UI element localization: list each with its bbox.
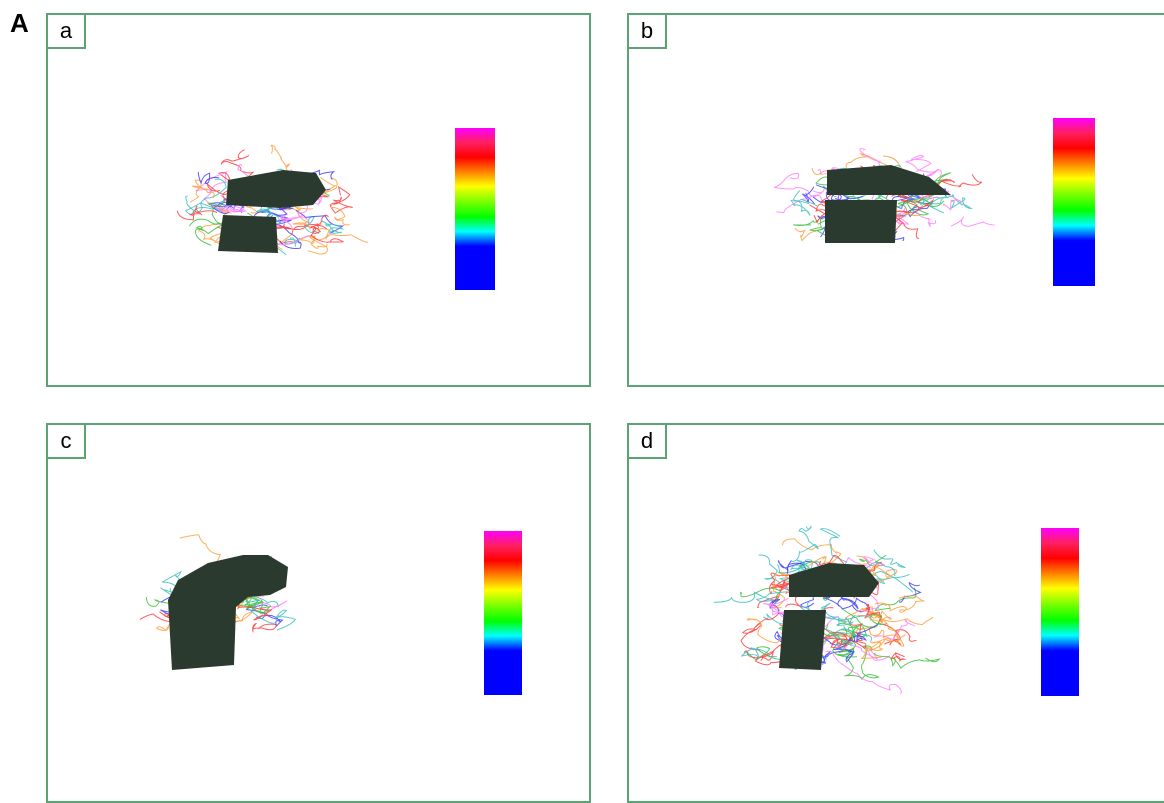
- fiber-tract: [791, 525, 819, 562]
- fiber-tract: [817, 167, 840, 178]
- fiber-tract: [320, 220, 344, 234]
- brain-structure-lower: [779, 610, 826, 670]
- fiber-tract: [713, 591, 788, 603]
- fiber-tract: [770, 581, 800, 589]
- fiber-tract: [873, 549, 906, 569]
- fiber-tract: [900, 195, 935, 213]
- colorbar-a: [455, 128, 495, 290]
- fiber-tract: [859, 554, 887, 567]
- fiber-tract: [275, 609, 297, 631]
- fiber-tract: [793, 215, 827, 231]
- brain-structure-upper: [226, 170, 326, 208]
- fiber-tract: [329, 185, 353, 214]
- fiber-tract: [276, 204, 314, 212]
- fiber-tract: [220, 149, 255, 182]
- fiber-tract: [295, 210, 345, 234]
- fiber-tract: [898, 581, 922, 603]
- fiber-tract: [873, 618, 915, 641]
- fiber-tract: [874, 595, 925, 613]
- fiber-tract: [905, 154, 942, 178]
- fiber-tract: [777, 559, 819, 571]
- fiber-tract: [185, 178, 227, 213]
- fiber-tract: [251, 622, 277, 633]
- fiber-tract: [848, 623, 878, 643]
- panel-label-b: b: [629, 15, 667, 49]
- fiber-tract: [836, 615, 872, 627]
- fiber-tract: [856, 609, 892, 624]
- fiber-tract: [269, 214, 302, 250]
- brain-structure: [168, 555, 288, 670]
- panel-b: b: [627, 13, 1164, 387]
- fiber-tract: [825, 650, 902, 695]
- fiber-tract: [874, 587, 917, 612]
- tract-visualization-b: [774, 148, 995, 243]
- fiber-tract: [782, 538, 842, 564]
- fiber-tract: [873, 652, 941, 669]
- panel-label-c: c: [48, 425, 86, 459]
- fiber-tract: [298, 235, 328, 249]
- fiber-tract: [769, 599, 785, 623]
- colorbar-b: [1053, 118, 1095, 286]
- fiber-tract: [743, 650, 785, 666]
- tract-visualization-c: [139, 534, 297, 670]
- fiber-tract: [245, 599, 276, 624]
- fiber-tract: [860, 627, 905, 660]
- tract-visualization-d: [713, 525, 941, 695]
- brain-structure-upper: [789, 563, 879, 597]
- figure-label: A: [10, 8, 29, 38]
- panel-label-d: d: [629, 425, 667, 459]
- fiber-tract: [292, 212, 311, 230]
- fiber-tract: [189, 179, 215, 203]
- fiber-tract: [236, 596, 273, 621]
- brain-structure-lower: [218, 215, 278, 253]
- fiber-tract: [866, 638, 892, 651]
- fiber-tract: [317, 228, 369, 243]
- fiber-tract: [915, 209, 937, 227]
- panel-c: c: [46, 423, 591, 803]
- brain-structure-upper: [827, 165, 951, 195]
- panel-d: d: [627, 423, 1164, 803]
- fiber-tract: [310, 224, 345, 243]
- fiber-tract: [176, 205, 218, 221]
- fiber-tract: [283, 237, 301, 248]
- fiber-tract: [891, 210, 920, 219]
- fiber-tract: [280, 203, 311, 224]
- panel-label-a: a: [48, 15, 86, 49]
- fiber-tract: [740, 587, 782, 605]
- fiber-tract: [304, 214, 329, 230]
- fiber-tract: [950, 215, 995, 227]
- fiber-tract: [814, 637, 855, 663]
- fiber-tract: [740, 614, 779, 651]
- fiber-tract: [864, 603, 883, 623]
- fiber-tract: [830, 632, 860, 647]
- fiber-tract: [844, 643, 891, 661]
- colorbar-c: [484, 531, 522, 695]
- fiber-tract: [740, 647, 783, 661]
- panel-a: a: [46, 13, 591, 387]
- fiber-tract: [794, 227, 817, 242]
- fiber-tract: [790, 190, 818, 216]
- fiber-tract: [197, 172, 220, 185]
- fiber-tract: [890, 652, 907, 662]
- fiber-tract: [774, 172, 825, 198]
- fiber-tract: [219, 194, 247, 213]
- colorbar-d: [1041, 528, 1079, 696]
- tract-visualization-a: [176, 144, 369, 256]
- fiber-tract: [919, 194, 955, 214]
- brain-structure-lower: [825, 200, 897, 243]
- fiber-tract: [938, 173, 983, 188]
- fiber-tract: [330, 206, 350, 226]
